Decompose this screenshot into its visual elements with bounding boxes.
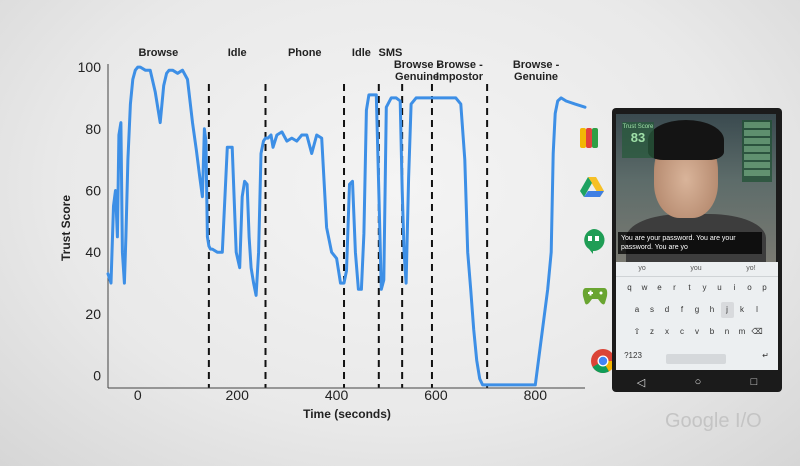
x-tick-label: 800 xyxy=(524,387,548,403)
phone-screen: Trust Score 83 You are your password. Yo… xyxy=(612,108,782,392)
segment-label: Browse -Genuine xyxy=(394,59,441,83)
keyboard-key[interactable]: j xyxy=(720,302,734,318)
camera-feed: Trust Score 83 You are your password. Yo… xyxy=(616,114,776,262)
keyboard-key[interactable]: ?123 xyxy=(624,351,642,360)
suggestion-bar: yo you yo! xyxy=(616,262,778,277)
keyboard-key[interactable]: z xyxy=(650,327,654,336)
keyboard-key[interactable]: a xyxy=(634,305,640,314)
keyboard-key[interactable]: c xyxy=(680,327,684,336)
y-tick-label: 0 xyxy=(93,368,101,384)
x-tick-label: 200 xyxy=(226,387,250,403)
keyboard-key[interactable]: n xyxy=(724,327,730,336)
y-tick-label: 40 xyxy=(85,244,101,260)
trust-score-overlay-value: 83 xyxy=(630,130,646,145)
keyboard-key[interactable]: e xyxy=(657,283,662,292)
x-tick-label: 400 xyxy=(325,387,349,403)
keyboard-key[interactable]: u xyxy=(717,283,722,292)
keyboard-key[interactable]: f xyxy=(680,305,684,314)
home-icon[interactable]: ○ xyxy=(694,376,702,388)
play-games-icon xyxy=(582,284,608,306)
keyboard-key[interactable]: ⌫ xyxy=(751,327,763,336)
segment-label: Idle xyxy=(228,47,247,59)
chrome-icon xyxy=(590,348,615,374)
y-tick-label: 80 xyxy=(85,121,101,137)
typed-text: You are your password. You are your pass… xyxy=(618,232,762,254)
keyboard-key[interactable]: g xyxy=(694,305,700,314)
y-tick-label: 60 xyxy=(85,183,101,199)
x-tick-label: 0 xyxy=(134,387,142,403)
keyboard-key[interactable]: ⇧ xyxy=(633,327,641,336)
segment-label: Phone xyxy=(288,47,322,59)
segment-label: SMS xyxy=(379,47,403,59)
recents-icon[interactable]: □ xyxy=(750,376,758,388)
keyboard-key[interactable]: q xyxy=(627,283,632,292)
y-axis-label: Trust Score xyxy=(59,195,73,261)
keyboard-key[interactable]: v xyxy=(695,327,699,336)
hangouts-icon xyxy=(582,228,605,254)
google-io-logo: Google I/O xyxy=(665,410,762,432)
keyboard-key[interactable]: o xyxy=(747,283,752,292)
signal-stats-panel xyxy=(742,120,772,182)
keyboard-key[interactable]: l xyxy=(756,305,758,314)
keyboard-row-3: ⇧ z x c v b n m ⌫ xyxy=(616,324,778,340)
keyboard-key[interactable]: y xyxy=(702,283,707,292)
person-hair xyxy=(648,120,724,160)
keyboard-key[interactable]: p xyxy=(762,283,767,292)
y-tick-label: 100 xyxy=(78,59,102,75)
keyboard-key[interactable]: h xyxy=(709,305,715,314)
keyboard-key[interactable]: k xyxy=(740,305,744,314)
keyboard-key[interactable]: ↵ xyxy=(762,351,769,360)
google-wallet-icon xyxy=(578,126,600,148)
keyboard-key[interactable]: x xyxy=(665,327,669,336)
back-icon[interactable]: ◁ xyxy=(636,376,646,389)
trust-score-line xyxy=(106,65,587,387)
x-tick-label: 600 xyxy=(424,387,448,403)
suggestion-item[interactable]: yo! xyxy=(746,265,756,272)
segment-label: Idle xyxy=(352,47,371,59)
keyboard-key[interactable]: s xyxy=(650,305,654,314)
android-nav-bar: ◁ ○ □ xyxy=(612,372,782,392)
segment-label: Browse -Impostor xyxy=(436,59,484,83)
keyboard-key[interactable]: w xyxy=(641,283,648,292)
suggestion-item[interactable]: yo xyxy=(638,265,646,272)
trust-score-overlay: Trust Score 83 xyxy=(622,122,654,158)
keyboard-key[interactable]: i xyxy=(733,283,736,292)
y-tick-label: 20 xyxy=(85,306,101,322)
segment-label: Browse xyxy=(139,47,179,59)
keyboard-key[interactable]: r xyxy=(673,283,676,292)
trust-score-overlay-label: Trust Score xyxy=(622,124,654,130)
space-key[interactable] xyxy=(666,354,726,364)
keyboard-key[interactable]: d xyxy=(664,305,670,314)
x-axis-label: Time (seconds) xyxy=(303,407,391,421)
segment-label: Browse -Genuine xyxy=(513,59,560,83)
keyboard-key[interactable]: m xyxy=(738,327,746,336)
google-drive-icon xyxy=(580,176,604,198)
keyboard-key[interactable]: b xyxy=(709,327,715,336)
keyboard-key[interactable]: t xyxy=(688,283,691,292)
suggestion-item[interactable]: you xyxy=(690,265,702,272)
